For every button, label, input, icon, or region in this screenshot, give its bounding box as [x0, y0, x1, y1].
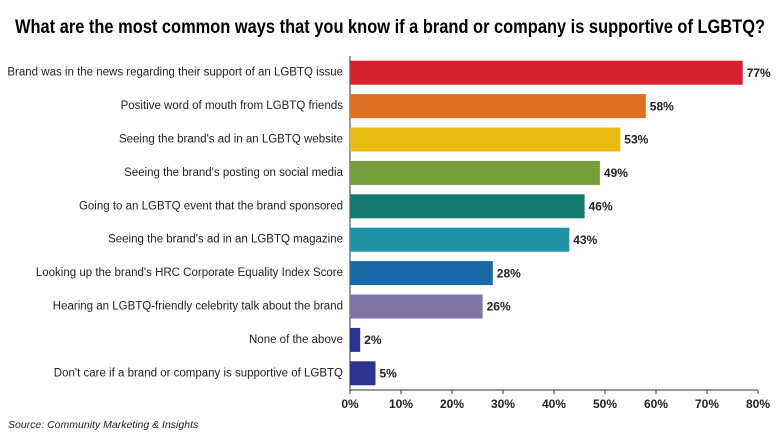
value-label: 77% — [747, 66, 771, 80]
chart-title: What are the most common ways that you k… — [15, 17, 765, 38]
x-tick-label: 50% — [593, 397, 617, 411]
value-label: 43% — [573, 233, 597, 247]
value-label: 46% — [589, 199, 613, 213]
value-label: 53% — [624, 133, 648, 147]
x-tick-label: 20% — [440, 397, 464, 411]
y-tick-label: Hearing an LGBTQ-friendly celebrity talk… — [53, 301, 343, 313]
value-label: 28% — [497, 266, 521, 280]
bar — [350, 327, 361, 352]
y-tick-label: Seeing the brand's ad in an LGBTQ magazi… — [108, 234, 343, 246]
value-label: 58% — [650, 99, 674, 113]
y-tick-label: Seeing the brand's ad in an LGBTQ websit… — [119, 134, 343, 146]
x-tick-label: 0% — [341, 397, 359, 411]
x-tick-label: 10% — [389, 397, 413, 411]
x-tick-label: 30% — [491, 397, 515, 411]
x-tick-label: 40% — [542, 397, 566, 411]
value-label: 26% — [487, 300, 511, 314]
bar — [350, 227, 570, 252]
bar — [350, 261, 493, 286]
bar — [350, 60, 743, 85]
y-tick-label: Going to an LGBTQ event that the brand s… — [79, 200, 343, 212]
bar — [350, 294, 483, 319]
bar — [350, 194, 585, 219]
y-tick-label: Brand was in the news regarding their su… — [7, 67, 343, 79]
value-label: 2% — [364, 333, 382, 347]
y-tick-label: Seeing the brand's posting on social med… — [124, 167, 344, 179]
x-tick-label: 70% — [695, 397, 719, 411]
y-tick-label: Positive word of mouth from LGBTQ friend… — [121, 100, 344, 112]
bar — [350, 361, 376, 386]
bar — [350, 127, 621, 152]
x-tick-label: 60% — [644, 397, 668, 411]
x-tick-label: 80% — [746, 397, 770, 411]
y-tick-label: Looking up the brand's HRC Corporate Equ… — [36, 267, 343, 279]
y-tick-label: None of the above — [249, 334, 343, 346]
value-label: 5% — [380, 366, 398, 380]
bar — [350, 160, 600, 185]
y-tick-label: Don't care if a brand or company is supp… — [54, 367, 343, 379]
source: Source: Community Marketing & Insights — [8, 419, 199, 431]
value-label: 49% — [604, 166, 628, 180]
bar — [350, 94, 646, 119]
